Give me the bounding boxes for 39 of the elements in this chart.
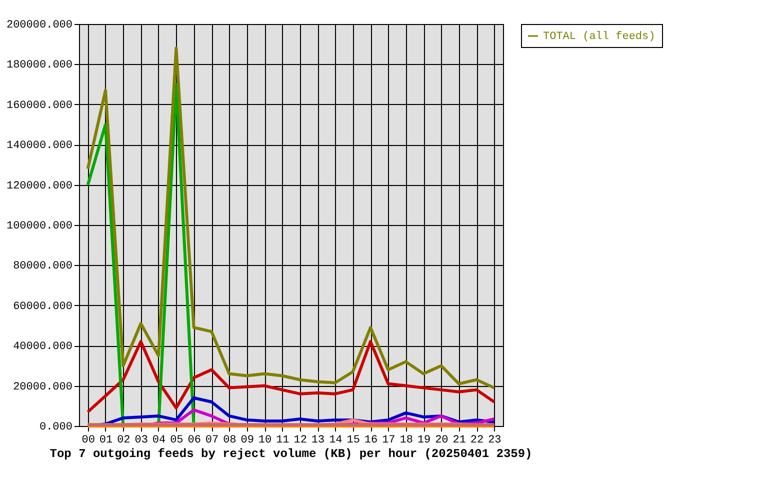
x-tick-label: 16 (364, 434, 378, 446)
text: Top 7 outgoing feeds by reject volume (KB) per hour (20250401 2359) (50, 447, 532, 461)
x-tick-label: 14 (329, 434, 343, 446)
x-tick-label: 06 (188, 434, 201, 446)
x-tick-label: 10 (258, 434, 272, 446)
x-tick-label: 22 (470, 434, 484, 446)
y-tick-label: 80000.000 (13, 260, 72, 273)
x-tick-label: 12 (294, 434, 307, 446)
line-series (86, 46, 496, 390)
x-tick-label: 13 (311, 434, 325, 446)
y-tick-label: 120000.000 (6, 180, 72, 192)
y-tick-label: 0.000 (39, 422, 72, 434)
y-tick-label: 200000.000 (6, 20, 72, 32)
x-tick-label: 11 (276, 434, 290, 446)
x-tick-label: 08 (223, 434, 236, 446)
x-tick-label: 17 (382, 434, 396, 446)
x-tick-label: 03 (134, 434, 148, 446)
y-tick-label: 140000.000 (6, 140, 72, 152)
x-tick-label: 09 (240, 434, 254, 446)
y-tick-label: 180000.000 (6, 60, 72, 72)
x-tick-label: 05 (170, 434, 184, 446)
y-tick-label: 20000.000 (13, 381, 72, 394)
x-tick-label: 23 (488, 434, 502, 446)
x-tick-label: 02 (117, 434, 130, 446)
x-tick-label: 04 (152, 434, 166, 446)
legend-label: TOTAL (all feeds) (543, 31, 656, 43)
x-tick-label: 00 (82, 434, 95, 446)
x-tick-label: 20 (435, 434, 448, 446)
x-tick-label: 07 (205, 434, 219, 446)
line-series (86, 340, 496, 414)
y-tick-label: 40000.000 (13, 341, 72, 354)
y-tick-label: 60000.000 (13, 300, 72, 313)
x-tick-label: 21 (452, 434, 466, 446)
y-tick-label: 100000.000 (6, 220, 72, 232)
x-tick-label: 01 (99, 434, 113, 446)
x-tick-label: 18 (400, 434, 413, 446)
x-tick-label: 19 (417, 434, 431, 446)
y-tick-label: 160000.000 (6, 100, 72, 112)
x-tick-label: 15 (346, 434, 360, 446)
